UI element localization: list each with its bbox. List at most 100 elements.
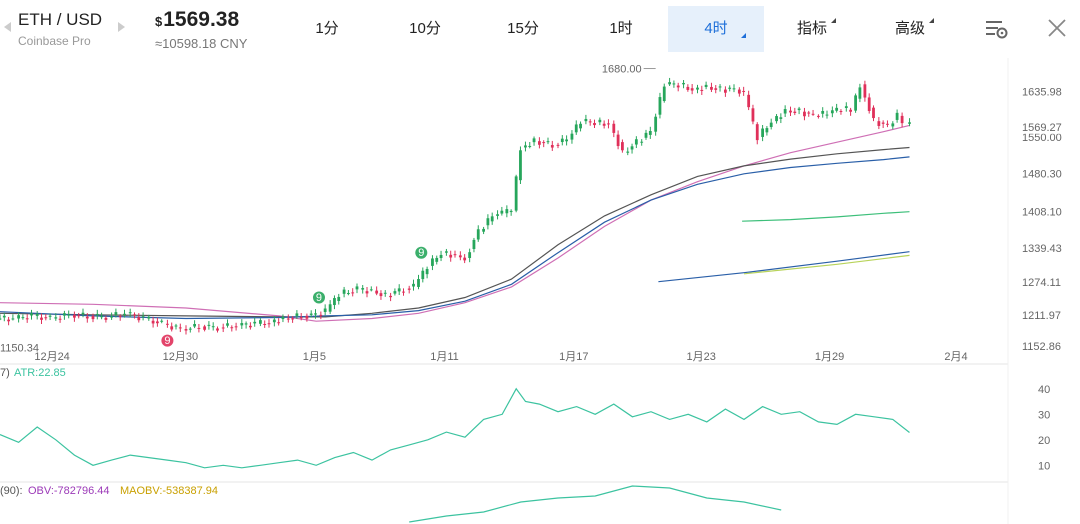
atr-label-prefix: 7) <box>0 367 10 379</box>
candle-body <box>542 142 546 144</box>
chart-settings-icon[interactable] <box>985 18 1009 40</box>
candle-body <box>872 107 875 119</box>
tab-0[interactable]: 1分 <box>290 6 364 52</box>
candle-body <box>550 145 554 148</box>
candle-body <box>417 279 420 287</box>
moving-average-line <box>743 254 910 275</box>
moving-average-line <box>0 146 910 318</box>
candle-body <box>718 86 722 88</box>
candle-body <box>44 317 48 319</box>
x-tick-label: 1月17 <box>559 351 588 363</box>
candle-body <box>574 124 578 133</box>
candle-body <box>207 324 211 326</box>
candle-body <box>602 123 606 126</box>
candle-body <box>751 108 755 122</box>
candle-body <box>463 257 467 261</box>
candle-body <box>676 85 680 88</box>
tab-5[interactable]: 指标 <box>766 6 858 52</box>
candle-body <box>226 323 229 326</box>
dropdown-corner-icon <box>831 18 836 23</box>
candle-body <box>156 321 159 324</box>
last-price-badge <box>1012 118 1072 134</box>
candle-body <box>821 110 825 114</box>
candle-body <box>439 254 443 259</box>
td-marker <box>161 334 174 347</box>
atr-label: ATR:22.85 <box>14 367 66 379</box>
candle-body <box>532 138 536 143</box>
tab-1[interactable]: 10分 <box>388 6 462 52</box>
candle-body <box>407 288 411 290</box>
candle-body <box>668 82 671 85</box>
atr-y-tick: 40 <box>1038 384 1050 396</box>
candle-body <box>672 83 676 85</box>
next-pair-arrow-icon[interactable] <box>118 22 125 32</box>
tab-2[interactable]: 15分 <box>486 6 560 52</box>
x-tick-label: 1月11 <box>430 351 459 363</box>
candle-body <box>104 317 108 320</box>
y-tick-label: 1480.30 <box>1022 169 1062 181</box>
candle-body <box>54 317 58 319</box>
candle-body <box>128 312 132 314</box>
obv-label-prefix: (90): <box>0 485 23 497</box>
candle-body <box>379 293 383 297</box>
candle-body <box>710 86 713 90</box>
candle-body <box>877 121 881 126</box>
moving-average-line <box>742 211 910 222</box>
candle-body <box>881 122 885 124</box>
y-tick-label: 1550.00 <box>1022 132 1062 144</box>
candle-body <box>607 123 610 125</box>
candle-body <box>295 313 299 316</box>
pair-name[interactable]: ETH / USD <box>18 10 103 29</box>
candle-body <box>267 323 271 325</box>
candle-body <box>277 322 281 324</box>
candle-body <box>309 313 313 315</box>
candle-body <box>323 308 327 313</box>
candle-body <box>895 112 899 120</box>
maobv-label: MAOBV:-538387.94 <box>120 485 218 497</box>
candle-body <box>839 111 843 113</box>
candle-body <box>412 283 415 287</box>
candle-body <box>100 316 103 318</box>
tab-3[interactable]: 1时 <box>584 6 658 52</box>
candle-body <box>365 291 369 294</box>
x-tick-label: 1月29 <box>815 351 844 363</box>
candle-body <box>486 218 490 226</box>
candle-body <box>700 89 704 91</box>
candle-body <box>361 288 365 290</box>
close-icon[interactable] <box>1046 17 1068 39</box>
candle-body <box>402 291 405 293</box>
candle-body <box>342 289 346 294</box>
candle-body <box>755 124 759 141</box>
candle-body <box>63 313 66 316</box>
candle-body <box>468 252 472 258</box>
candle-body <box>825 114 829 116</box>
chart-area[interactable]: 9 9 9 1680.00 1150.34 1152.86 1211.97 1274.11 13… <box>0 58 1080 524</box>
candle-body <box>30 313 33 316</box>
candle-body <box>644 132 648 138</box>
candle-body <box>858 87 862 99</box>
tab-4[interactable]: 4时 <box>668 6 764 52</box>
x-tick-label: 2月4 <box>944 351 967 363</box>
candle-body <box>221 327 225 329</box>
y-tick-label: 1152.86 <box>1022 341 1061 353</box>
candle-body <box>682 82 685 85</box>
prev-pair-arrow-icon[interactable] <box>4 22 11 32</box>
dropdown-corner-icon <box>929 18 934 23</box>
candle-body <box>886 123 889 125</box>
candle-body <box>40 317 43 320</box>
candle-body <box>783 109 787 114</box>
candle-body <box>496 214 499 216</box>
tab-6[interactable]: 高级 <box>864 6 956 52</box>
candle-body <box>166 323 169 325</box>
candle-body <box>216 328 219 331</box>
candle-body <box>737 89 741 94</box>
candle-body <box>621 142 624 151</box>
candle-body <box>369 289 373 291</box>
candle-body <box>724 89 727 93</box>
tab-label: 指标 <box>797 18 836 37</box>
candle-body <box>118 316 122 318</box>
candle-body <box>383 292 387 294</box>
candle-body <box>560 138 564 143</box>
td-marker <box>312 291 325 304</box>
candle-body <box>789 110 792 113</box>
